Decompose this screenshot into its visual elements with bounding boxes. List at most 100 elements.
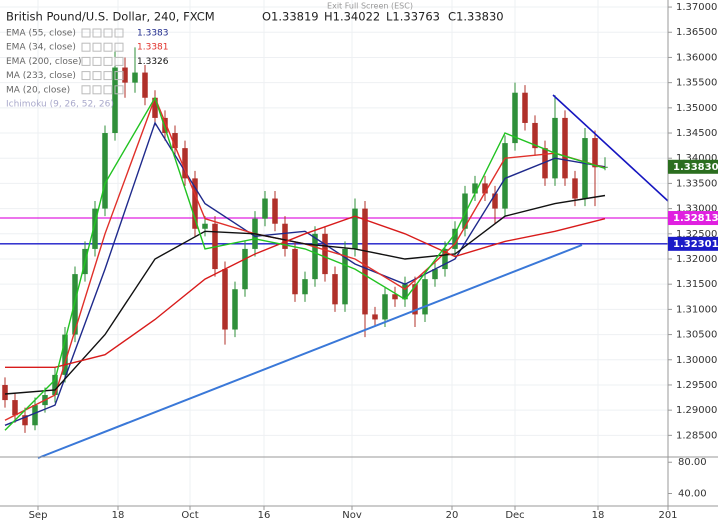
candle-body [262, 198, 268, 219]
price-tag-label: 1.33830 [673, 162, 718, 173]
candle-body [182, 148, 188, 179]
legend-button[interactable] [114, 85, 124, 95]
legend-label: EMA (55, close) [6, 29, 76, 39]
y-tick-label: 1.30000 [676, 355, 717, 366]
legend: EMA (55, close) 1.3383 EMA (34, close) 1.33… [6, 28, 169, 110]
candle-body [352, 208, 358, 249]
candle-body [492, 193, 498, 209]
legend-label: EMA (200, close) [6, 57, 82, 67]
candle-body [312, 233, 318, 280]
y-tick-label: 1.31500 [676, 279, 717, 290]
y-tick-label: 1.30500 [676, 330, 717, 341]
y-tick-label: 1.33500 [676, 178, 717, 189]
y-tick-label: 1.29500 [676, 380, 717, 391]
candle-body [282, 223, 288, 249]
legend-button[interactable] [92, 42, 102, 52]
x-tick-label: Sep [29, 510, 48, 521]
indicator-line [5, 215, 606, 368]
candle-body [432, 269, 438, 280]
legend-label: MA (20, close) [6, 85, 70, 95]
candle-body [372, 314, 378, 320]
candle-body [472, 183, 478, 194]
indicator-line [4, 121, 606, 426]
y-tick-label: 1.32500 [676, 229, 717, 240]
candle-body [162, 117, 168, 134]
legend-button[interactable] [114, 56, 124, 66]
candle-body [222, 269, 228, 330]
y-tick-label: 1.35000 [676, 103, 717, 114]
legend-button[interactable] [92, 85, 102, 95]
candle-body [272, 198, 278, 224]
legend-button[interactable] [114, 28, 124, 38]
legend-button[interactable] [92, 28, 102, 38]
y-tick-label: 1.29000 [676, 405, 717, 416]
candle-body [382, 294, 388, 320]
legend-button[interactable] [103, 85, 113, 95]
legend-value: 1.3381 [137, 43, 169, 53]
candle-body [362, 208, 368, 315]
legend-button[interactable] [81, 28, 91, 38]
legend-button[interactable] [103, 42, 113, 52]
legend-value: 1.3383 [137, 29, 169, 39]
legend-button[interactable] [114, 42, 124, 52]
fullscreen-note[interactable]: Exit Full Screen (ESC) [327, 2, 413, 11]
trendline-support [37, 244, 583, 459]
candle-body [442, 248, 448, 270]
ohlc-value: O1.33819 [262, 10, 319, 24]
candle-body [72, 274, 78, 335]
legend-button[interactable] [114, 71, 124, 81]
price-tag [668, 211, 718, 226]
indicator-line [4, 96, 606, 431]
y-tick-label: 1.34500 [676, 128, 717, 139]
legend-button[interactable] [81, 71, 91, 81]
candle-body [22, 415, 28, 426]
candle-body [122, 67, 128, 83]
legend-label: MA (233, close) [6, 71, 76, 81]
candle-body [242, 248, 248, 290]
candle-body [142, 72, 148, 98]
candle-body [172, 133, 178, 149]
candle-body [342, 248, 348, 305]
legend-label: Ichimoku (9, 26, 52, 26) [6, 100, 114, 110]
y-tick-label: 1.31000 [676, 304, 717, 315]
candle-body [482, 183, 488, 194]
legend-button[interactable] [81, 85, 91, 95]
candle-body [582, 138, 588, 199]
legend-button[interactable] [103, 56, 113, 66]
candle-body [542, 148, 548, 179]
y-tick-label: 1.37000 [676, 2, 717, 13]
x-tick-label: 18 [592, 510, 605, 521]
legend-button[interactable] [103, 71, 113, 81]
candle-body [592, 138, 598, 168]
legend-button[interactable] [103, 28, 113, 38]
indicator-line [4, 194, 606, 395]
legend-button[interactable] [81, 56, 91, 66]
candle-body [332, 274, 338, 305]
candle-body [562, 117, 568, 179]
y-tick-label: 1.28500 [676, 430, 717, 441]
ohlc-value: H1.34022 [324, 10, 380, 24]
ohlc-value: C1.33830 [448, 10, 504, 24]
candle-body [52, 374, 58, 396]
candle-body [522, 92, 528, 123]
y-tick-label: 1.32000 [676, 254, 717, 265]
candle-body [452, 228, 458, 249]
y-tick-label: 1.34000 [676, 153, 717, 164]
x-tick-label: Oct [181, 510, 198, 521]
y-tick-label: 1.35500 [676, 78, 717, 89]
price-tag [668, 159, 718, 174]
y-tick-label: 1.33000 [676, 204, 717, 215]
legend-button[interactable] [92, 71, 102, 81]
y-tick-label: 40.00 [678, 488, 707, 499]
candle-body [92, 208, 98, 249]
candle-body [302, 279, 308, 295]
candle-body [322, 233, 328, 275]
candle-body [112, 67, 118, 134]
x-tick-label: 18 [112, 510, 125, 521]
candle-body [152, 97, 158, 118]
legend-button[interactable] [92, 56, 102, 66]
trendline-resistance [552, 94, 669, 202]
candle-body [102, 133, 108, 209]
legend-button[interactable] [81, 42, 91, 52]
candle-body [412, 284, 418, 315]
